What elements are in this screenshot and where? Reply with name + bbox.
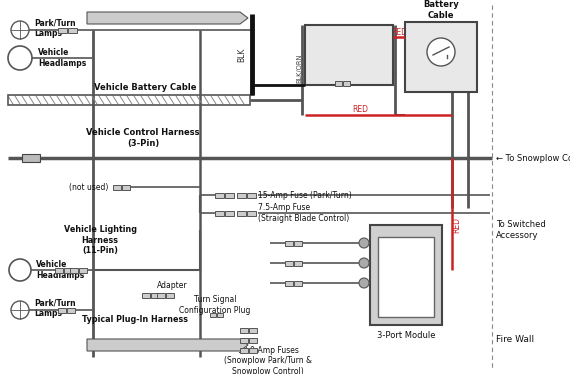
Text: -: -: [381, 28, 385, 38]
Bar: [285, 280, 293, 285]
Text: BLK/ORN: BLK/ORN: [389, 53, 395, 83]
Bar: [215, 193, 224, 197]
Text: Park/Turn
Lamps: Park/Turn Lamps: [34, 298, 76, 318]
Text: BLK/ORN: BLK/ORN: [296, 53, 302, 83]
Polygon shape: [87, 12, 248, 24]
Bar: [294, 280, 302, 285]
Bar: [157, 292, 165, 297]
Text: Battery: Battery: [325, 50, 372, 60]
Text: Typical Plug-In Harness: Typical Plug-In Harness: [82, 316, 188, 325]
Bar: [378, 237, 434, 317]
Text: Vehicle Battery Cable: Vehicle Battery Cable: [93, 83, 196, 92]
Bar: [122, 184, 130, 190]
Text: 10.0-Amp Fuses
(Snowplow Park/Turn &
Snowplow Control): 10.0-Amp Fuses (Snowplow Park/Turn & Sno…: [224, 346, 312, 374]
Text: Vehicle
Headlamps: Vehicle Headlamps: [38, 48, 86, 68]
Text: Vehicle Control Harness
(3-Pin): Vehicle Control Harness (3-Pin): [86, 128, 200, 148]
Bar: [249, 328, 257, 332]
Text: Vehicle
Headlamps: Vehicle Headlamps: [36, 260, 84, 280]
Text: Factory Vehicle Harness: Factory Vehicle Harness: [121, 13, 213, 22]
Bar: [151, 292, 159, 297]
Bar: [240, 347, 248, 353]
Bar: [215, 211, 224, 215]
Text: RED/GRN: RED/GRN: [450, 50, 454, 80]
Bar: [370, 225, 442, 325]
Text: C: C: [381, 276, 387, 285]
Bar: [8, 95, 250, 105]
Text: ← To Snowplow Control: ← To Snowplow Control: [496, 153, 570, 162]
Bar: [55, 267, 63, 273]
Circle shape: [8, 46, 32, 70]
Circle shape: [11, 301, 29, 319]
Bar: [210, 313, 216, 317]
Bar: [58, 28, 67, 33]
Text: Adapter: Adapter: [157, 280, 188, 289]
Bar: [305, 25, 393, 85]
Bar: [68, 28, 77, 33]
Circle shape: [359, 258, 369, 268]
Text: Battery
Cable: Battery Cable: [423, 0, 459, 20]
Bar: [335, 80, 342, 86]
Text: Turn Signal
Configuration Plug: Turn Signal Configuration Plug: [180, 295, 251, 315]
Bar: [58, 307, 66, 313]
Bar: [113, 184, 121, 190]
Text: 15-Amp Fuse (Park/Turn): 15-Amp Fuse (Park/Turn): [258, 190, 352, 199]
Text: +: +: [309, 28, 317, 38]
Bar: [70, 267, 78, 273]
Text: Fire Wall: Fire Wall: [496, 335, 534, 344]
Bar: [294, 240, 302, 245]
Bar: [237, 193, 246, 197]
Circle shape: [9, 259, 31, 281]
Bar: [285, 240, 293, 245]
Bar: [22, 154, 40, 162]
Circle shape: [359, 238, 369, 248]
Bar: [294, 261, 302, 266]
Bar: [249, 347, 257, 353]
Text: RED: RED: [391, 28, 407, 37]
Bar: [285, 261, 293, 266]
Bar: [217, 313, 223, 317]
Text: B: B: [381, 258, 387, 267]
Bar: [67, 307, 75, 313]
Text: To Switched
Accessory: To Switched Accessory: [496, 220, 545, 240]
Bar: [225, 211, 234, 215]
Text: Park/Turn
Lamps: Park/Turn Lamps: [34, 18, 76, 38]
Bar: [405, 22, 477, 92]
Bar: [247, 193, 256, 197]
Bar: [79, 267, 87, 273]
Text: RED/BRN: RED/BRN: [466, 41, 470, 69]
Bar: [247, 211, 256, 215]
Bar: [249, 337, 257, 343]
Text: 3-Port Module: 3-Port Module: [377, 331, 435, 340]
Text: BLK: BLK: [238, 48, 246, 62]
Bar: [240, 328, 248, 332]
Bar: [240, 337, 248, 343]
Bar: [64, 267, 72, 273]
Text: Factory Vehicle Harness: Factory Vehicle Harness: [121, 340, 213, 349]
Text: Vehicle Lighting
Harness
(11-Pin): Vehicle Lighting Harness (11-Pin): [63, 225, 136, 255]
Polygon shape: [87, 339, 248, 351]
Circle shape: [359, 278, 369, 288]
Circle shape: [427, 38, 455, 66]
Circle shape: [11, 21, 29, 39]
Text: 7.5-Amp Fuse
(Straight Blade Control): 7.5-Amp Fuse (Straight Blade Control): [258, 203, 349, 223]
Bar: [237, 211, 246, 215]
Bar: [225, 193, 234, 197]
Bar: [142, 292, 150, 297]
Text: (not used): (not used): [68, 183, 108, 191]
Bar: [343, 80, 350, 86]
Bar: [166, 292, 174, 297]
Text: A: A: [381, 240, 387, 249]
Text: Motor
Relay: Motor Relay: [427, 59, 455, 79]
Text: RED: RED: [352, 104, 368, 113]
Text: RED: RED: [453, 217, 462, 233]
